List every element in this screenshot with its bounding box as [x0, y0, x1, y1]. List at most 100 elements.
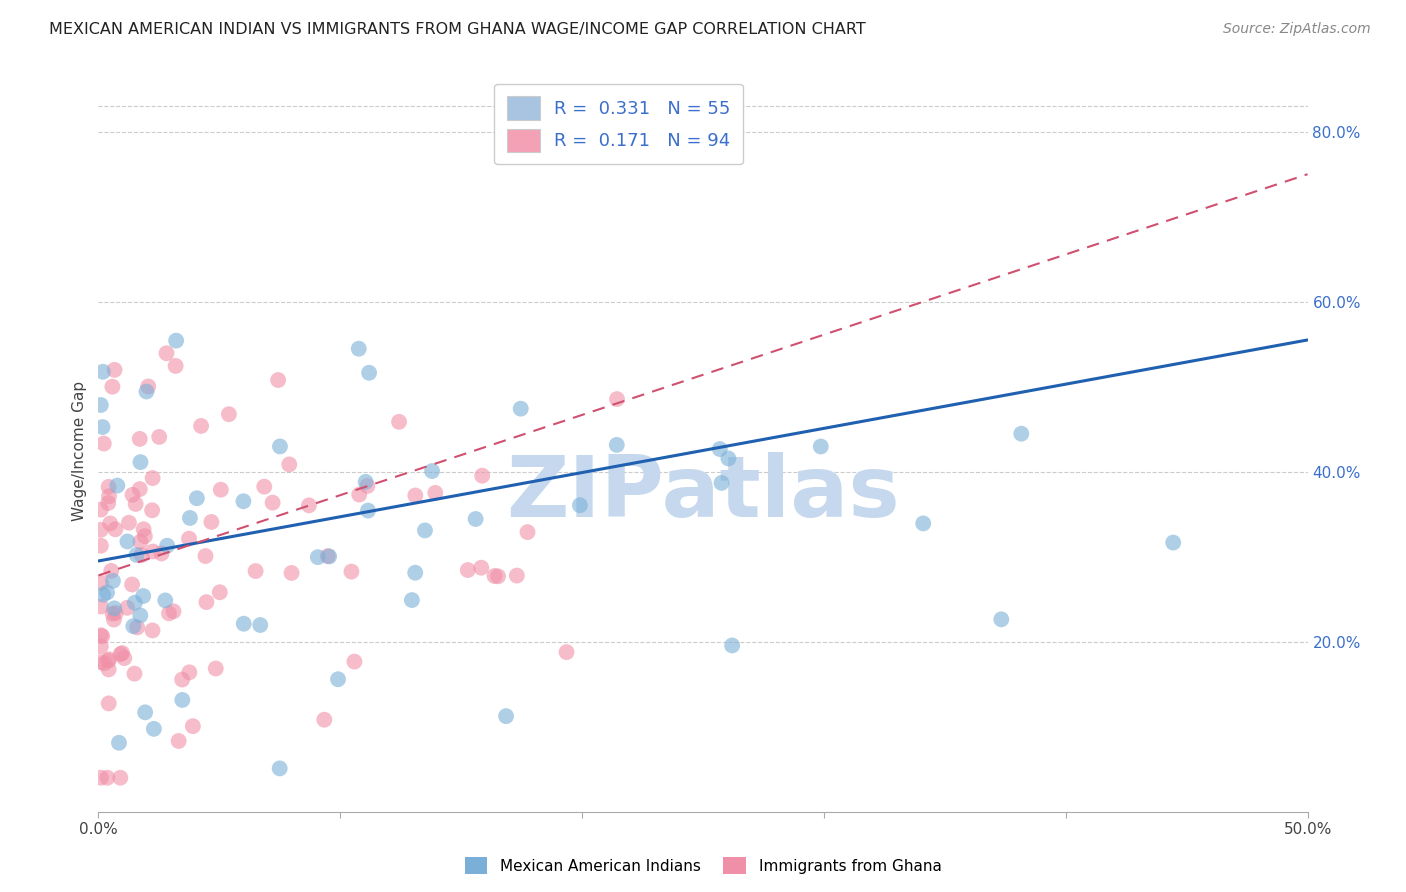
Point	[97, 654, 120, 668]
Point	[710, 475, 733, 490]
Point	[347, 342, 370, 356]
Point	[108, 736, 131, 750]
Point	[131, 548, 153, 562]
Point	[555, 645, 578, 659]
Point	[269, 761, 291, 775]
Point	[204, 661, 226, 675]
Point	[167, 734, 190, 748]
Point	[124, 596, 146, 610]
Point	[124, 497, 146, 511]
Point	[97, 496, 120, 510]
Point	[118, 516, 141, 530]
Legend: R =  0.331   N = 55, R =  0.171   N = 94: R = 0.331 N = 55, R = 0.171 N = 94	[495, 84, 742, 164]
Point	[155, 346, 177, 360]
Point	[90, 628, 112, 642]
Point	[177, 532, 200, 546]
Point	[606, 392, 628, 406]
Point	[104, 606, 127, 620]
Point	[148, 430, 170, 444]
Point	[110, 771, 132, 785]
Point	[134, 529, 156, 543]
Point	[179, 665, 201, 680]
Point	[165, 359, 187, 373]
Point	[318, 549, 340, 564]
Point	[1010, 426, 1032, 441]
Point	[179, 511, 201, 525]
Point	[278, 458, 301, 472]
Point	[404, 488, 426, 502]
Point	[91, 588, 114, 602]
Point	[249, 618, 271, 632]
Point	[165, 334, 187, 348]
Point	[484, 569, 506, 583]
Point	[413, 524, 436, 538]
Point	[506, 568, 529, 582]
Point	[471, 468, 494, 483]
Point	[232, 494, 254, 508]
Point	[100, 564, 122, 578]
Point	[93, 436, 115, 450]
Point	[721, 639, 744, 653]
Point	[162, 604, 184, 618]
Point	[127, 620, 149, 634]
Point	[190, 419, 212, 434]
Point	[401, 593, 423, 607]
Point	[142, 471, 165, 485]
Point	[93, 657, 115, 671]
Point	[90, 655, 112, 669]
Point	[97, 662, 120, 676]
Point	[132, 522, 155, 536]
Point	[606, 438, 628, 452]
Point	[156, 539, 179, 553]
Point	[135, 384, 157, 399]
Point	[122, 619, 145, 633]
Point	[357, 503, 380, 517]
Point	[262, 495, 284, 509]
Point	[103, 601, 125, 615]
Point	[101, 607, 124, 621]
Point	[717, 451, 740, 466]
Point	[388, 415, 411, 429]
Point	[132, 589, 155, 603]
Point	[129, 455, 152, 469]
Point	[186, 491, 208, 506]
Point	[110, 647, 132, 661]
Text: Source: ZipAtlas.com: Source: ZipAtlas.com	[1223, 22, 1371, 37]
Point	[356, 479, 378, 493]
Point	[98, 489, 121, 503]
Point	[96, 585, 118, 599]
Point	[128, 432, 150, 446]
Point	[347, 487, 370, 501]
Point	[267, 373, 290, 387]
Point	[117, 600, 139, 615]
Point	[709, 442, 731, 456]
Point	[98, 516, 121, 531]
Point	[101, 574, 124, 588]
Point	[280, 566, 302, 580]
Point	[495, 709, 517, 723]
Point	[91, 365, 114, 379]
Point	[90, 523, 112, 537]
Point	[209, 483, 232, 497]
Point	[128, 482, 150, 496]
Point	[464, 512, 486, 526]
Point	[125, 548, 148, 562]
Point	[121, 488, 143, 502]
Point	[343, 655, 366, 669]
Legend: Mexican American Indians, Immigrants from Ghana: Mexican American Indians, Immigrants fro…	[458, 851, 948, 880]
Point	[97, 480, 120, 494]
Point	[150, 546, 173, 560]
Point	[181, 719, 204, 733]
Point	[97, 697, 120, 711]
Point	[134, 706, 156, 720]
Point	[404, 566, 426, 580]
Point	[155, 593, 177, 607]
Point	[990, 612, 1012, 626]
Point	[326, 672, 349, 686]
Point	[810, 440, 832, 454]
Point	[103, 613, 125, 627]
Point	[157, 607, 180, 621]
Point	[568, 498, 591, 512]
Point	[340, 565, 363, 579]
Point	[298, 499, 321, 513]
